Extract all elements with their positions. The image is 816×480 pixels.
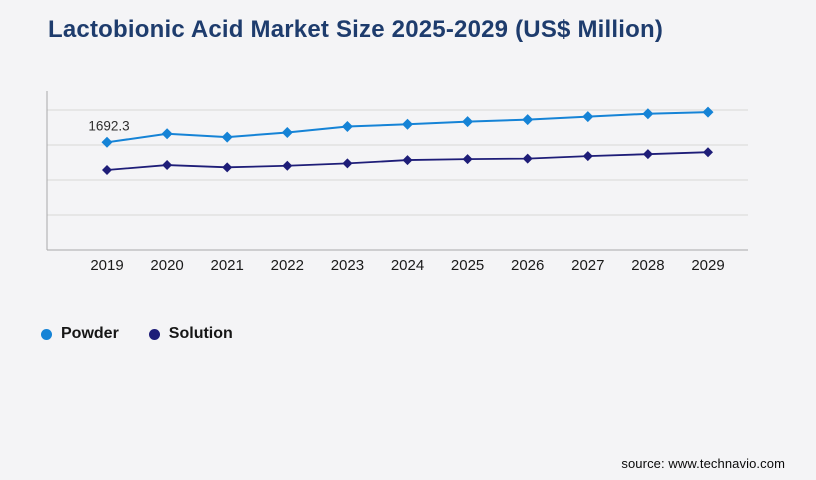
x-axis-label: 2028 — [631, 257, 664, 274]
solution-marker-2020[interactable] — [162, 160, 173, 171]
solution-marker-2019[interactable] — [102, 165, 112, 176]
x-axis-label: 2023 — [331, 257, 364, 274]
powder-marker-2027[interactable] — [582, 111, 594, 123]
line-chart-plot-area: 2019 2020 2021 2022 2023 2024 2025 2026 2027 2028… — [46, 91, 748, 274]
powder-marker-2028[interactable] — [642, 108, 654, 120]
chart-legend: Powder Solution — [41, 325, 233, 343]
powder-marker-2022[interactable] — [281, 126, 293, 138]
legend-item-solution[interactable]: Solution — [148, 325, 233, 343]
solution-marker-2029[interactable] — [703, 147, 713, 158]
x-axis-label: 2029 — [691, 257, 724, 274]
powder-marker-2021[interactable] — [221, 131, 233, 143]
chart-title: Lactobionic Acid Market Size 2025-2029 (… — [48, 16, 664, 43]
powder-legend-dot-icon — [41, 328, 52, 340]
x-axis-label: 2021 — [211, 257, 244, 274]
powder-marker-2025[interactable] — [462, 116, 474, 128]
x-axis-label: 2019 — [90, 257, 123, 274]
data-point-label: 1692.3 — [88, 118, 129, 133]
solution-marker-2022[interactable] — [282, 160, 293, 171]
x-axis-label: 2027 — [571, 257, 604, 274]
solution-marker-2028[interactable] — [642, 149, 653, 160]
source-attribution: source: www.technavio.com — [621, 456, 785, 471]
legend-item-powder[interactable]: Powder — [41, 325, 119, 343]
x-axis-label: 2026 — [511, 257, 544, 274]
x-axis-label: 2025 — [451, 257, 484, 274]
powder-marker-2029[interactable] — [702, 106, 714, 118]
x-axis-label: 2022 — [271, 257, 304, 274]
solution-legend-dot-icon — [148, 328, 160, 340]
solution-marker-2026[interactable] — [522, 153, 533, 164]
powder-marker-2023[interactable] — [341, 120, 353, 132]
x-axis-label: 2020 — [150, 257, 183, 274]
powder-marker-2019[interactable] — [101, 136, 113, 148]
solution-marker-2027[interactable] — [582, 151, 593, 162]
powder-marker-2024[interactable] — [402, 118, 413, 130]
powder-marker-2020[interactable] — [161, 128, 173, 140]
solution-marker-2025[interactable] — [462, 154, 473, 165]
solution-marker-2024[interactable] — [402, 155, 413, 166]
powder-marker-2026[interactable] — [522, 114, 534, 126]
legend-label-powder: Powder — [61, 325, 119, 342]
legend-label-solution: Solution — [168, 325, 233, 342]
solution-marker-2023[interactable] — [342, 158, 353, 169]
x-axis-label: 2024 — [391, 257, 424, 274]
solution-marker-2021[interactable] — [222, 162, 233, 173]
